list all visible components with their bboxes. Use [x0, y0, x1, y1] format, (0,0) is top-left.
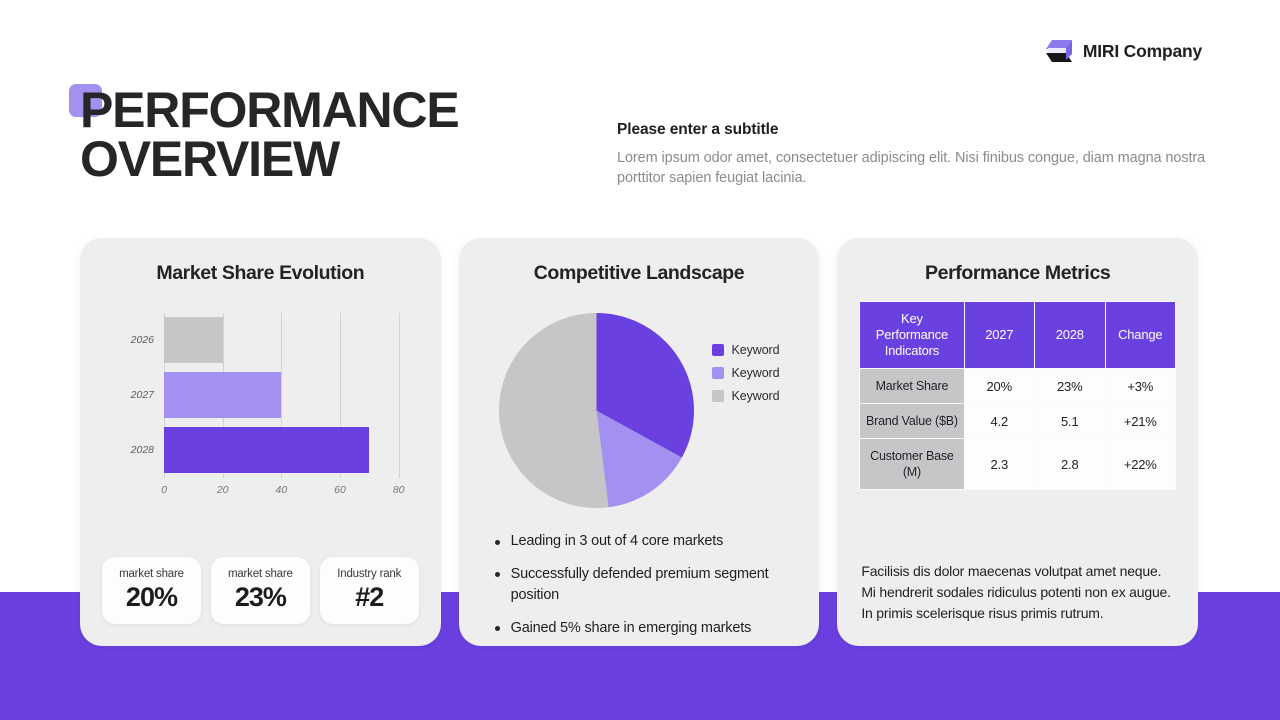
- stat-box-row: market share 20% market share 23% Industry r…: [102, 556, 419, 624]
- bullet-list: Leading in 3 out of 4 core markets Succes…: [481, 531, 798, 650]
- card-title-metrics: Performance Metrics: [925, 262, 1111, 284]
- bar-chart-x-tick: 40: [275, 484, 288, 496]
- bar-chart-gridline: [398, 313, 400, 478]
- bar-chart-row: 2026: [131, 313, 399, 367]
- stat-box: market share 23%: [210, 556, 310, 624]
- metrics-table: Key Performance Indicators 2027 2028 Cha…: [859, 301, 1177, 490]
- table-row: Market Share 20% 23% +3%: [859, 368, 1177, 404]
- table-header-change: Change: [1104, 301, 1177, 369]
- bar-chart-y-label: 2028: [130, 444, 154, 457]
- table-row-header: Brand Value ($B): [859, 403, 965, 439]
- table-cell-change: +3%: [1104, 368, 1177, 404]
- pie-disc: [498, 312, 694, 508]
- legend-label: Keyword: [731, 366, 780, 380]
- legend-swatch: [711, 390, 724, 402]
- pie-chart: Keyword Keyword Keyword: [481, 291, 798, 523]
- table-cell-y2028: 5.1: [1034, 403, 1106, 439]
- bar-chart: 2026 2027 2028 0 20 40 60 80: [102, 291, 419, 506]
- card-market-share-evolution: Market Share Evolution 2026 2027 2028 0 20 4…: [80, 238, 441, 646]
- table-cell-y2028: 23%: [1034, 368, 1106, 404]
- bar-chart-x-tick: 0: [161, 484, 167, 496]
- bullet-item: Gained 5% share in emerging markets: [493, 618, 794, 640]
- table-row: Brand Value ($B) 4.2 5.1 +21%: [859, 403, 1177, 439]
- card-competitive-landscape: Competitive Landscape Keyword Keyword Keyw…: [458, 238, 820, 646]
- table-header-2027: 2027: [963, 301, 1035, 369]
- stacked-layers-logo-icon: [1044, 38, 1074, 64]
- brand-name: MIRI Company: [1082, 40, 1202, 61]
- page-title: PERFORMANCE OVERVIEW: [80, 82, 460, 187]
- bar-chart-x-tick: 80: [392, 484, 405, 496]
- bar-chart-row: 2027: [131, 368, 399, 422]
- bar-chart-gridline: [340, 313, 341, 478]
- card-title-market-share: Market Share Evolution: [156, 262, 365, 284]
- bar-chart-bar: [164, 372, 282, 419]
- stat-box: Industry rank #2: [319, 556, 419, 624]
- metrics-note: Facilisis dis dolor maecenas volutpat am…: [861, 563, 1171, 621]
- legend-swatch: [711, 344, 724, 356]
- legend-item: Keyword: [711, 389, 780, 403]
- title-accent-square: [69, 84, 102, 117]
- bar-chart-x-tick: 20: [216, 484, 229, 496]
- legend-label: Keyword: [731, 389, 780, 403]
- table-cell-y2027: 20%: [963, 368, 1035, 404]
- table-cell-y2027: 4.2: [963, 403, 1035, 439]
- bullet-item: Leading in 3 out of 4 core markets: [493, 531, 794, 553]
- table-cell-change: +21%: [1104, 403, 1177, 439]
- stat-value: 23%: [234, 581, 287, 612]
- stat-label: market share: [227, 567, 293, 580]
- brand-logo: MIRI Company: [1044, 38, 1202, 64]
- table-cell-y2028: 2.8: [1034, 438, 1106, 490]
- bar-chart-bar: [164, 427, 370, 474]
- bar-chart-y-label: 2026: [130, 334, 154, 347]
- table-row: Customer Base (M) 2.3 2.8 +22%: [859, 438, 1177, 490]
- subtitle-block: Please enter a subtitle Lorem ipsum odor…: [617, 121, 1207, 188]
- stat-value: #2: [355, 581, 384, 612]
- table-header-kpi: Key Performance Indicators: [859, 301, 965, 369]
- legend-item: Keyword: [711, 343, 780, 357]
- table-cell-change: +22%: [1104, 438, 1177, 490]
- bar-chart-x-tick: 60: [334, 484, 346, 496]
- stat-value: 20%: [125, 581, 178, 612]
- bar-chart-bar: [164, 317, 223, 364]
- legend-label: Keyword: [731, 343, 780, 357]
- bar-chart-gridline: [281, 313, 283, 478]
- table-row-header: Market Share: [859, 368, 965, 404]
- table-row-header: Customer Base (M): [859, 438, 965, 490]
- table-header-row: Key Performance Indicators 2027 2028 Cha…: [859, 301, 1177, 369]
- table-cell-y2027: 2.3: [963, 438, 1035, 490]
- pie-legend: Keyword Keyword Keyword: [711, 343, 780, 477]
- subtitle-body: Lorem ipsum odor amet, consectetuer adip…: [617, 150, 1206, 186]
- legend-item: Keyword: [711, 366, 780, 380]
- stat-label: Industry rank: [337, 567, 402, 580]
- subtitle-heading: Please enter a subtitle: [617, 121, 779, 138]
- table-header-2028: 2028: [1034, 301, 1106, 369]
- bar-chart-y-label: 2027: [130, 389, 154, 402]
- bar-chart-row: 2028: [131, 423, 399, 477]
- title-block: PERFORMANCE OVERVIEW: [69, 82, 460, 187]
- card-title-competitive: Competitive Landscape: [533, 262, 745, 284]
- stat-label: market share: [119, 567, 184, 580]
- bullet-item: Successfully defended premium segment po…: [493, 564, 794, 607]
- card-row: Market Share Evolution 2026 2027 2028 0 20 4…: [80, 238, 1199, 646]
- card-performance-metrics: Performance Metrics Key Performance Indi…: [837, 238, 1199, 646]
- stat-box: market share 20%: [102, 556, 201, 624]
- legend-swatch: [711, 367, 724, 379]
